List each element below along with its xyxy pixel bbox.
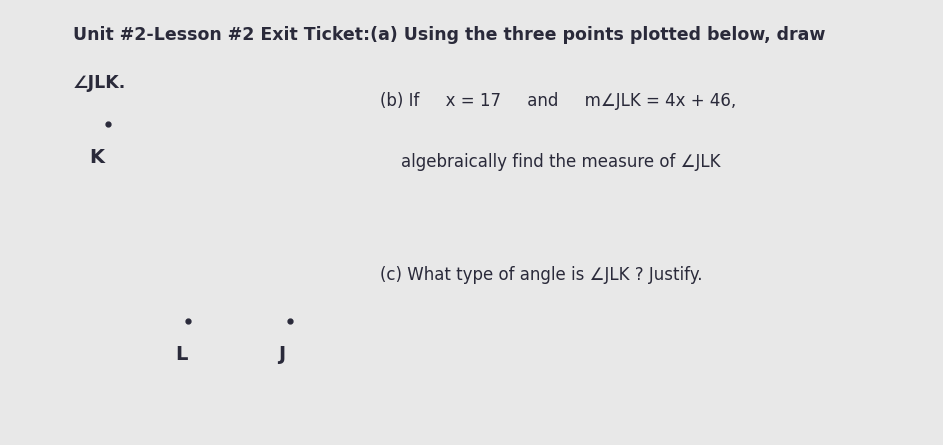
Text: algebraically find the measure of ∠JLK: algebraically find the measure of ∠JLK <box>380 153 720 170</box>
Text: J: J <box>277 345 285 364</box>
Text: (b) If     x = 17     and     m∠JLK = 4x + 46,: (b) If x = 17 and m∠JLK = 4x + 46, <box>380 92 736 109</box>
Text: L: L <box>175 345 188 364</box>
Text: Unit #2-Lesson #2 Exit Ticket:(a) Using the three points plotted below, draw: Unit #2-Lesson #2 Exit Ticket:(a) Using … <box>73 26 825 44</box>
Text: (c) What type of angle is ∠JLK ? Justify.: (c) What type of angle is ∠JLK ? Justify… <box>380 266 703 284</box>
Text: K: K <box>90 148 105 167</box>
Text: ∠JLK.: ∠JLK. <box>73 74 125 92</box>
